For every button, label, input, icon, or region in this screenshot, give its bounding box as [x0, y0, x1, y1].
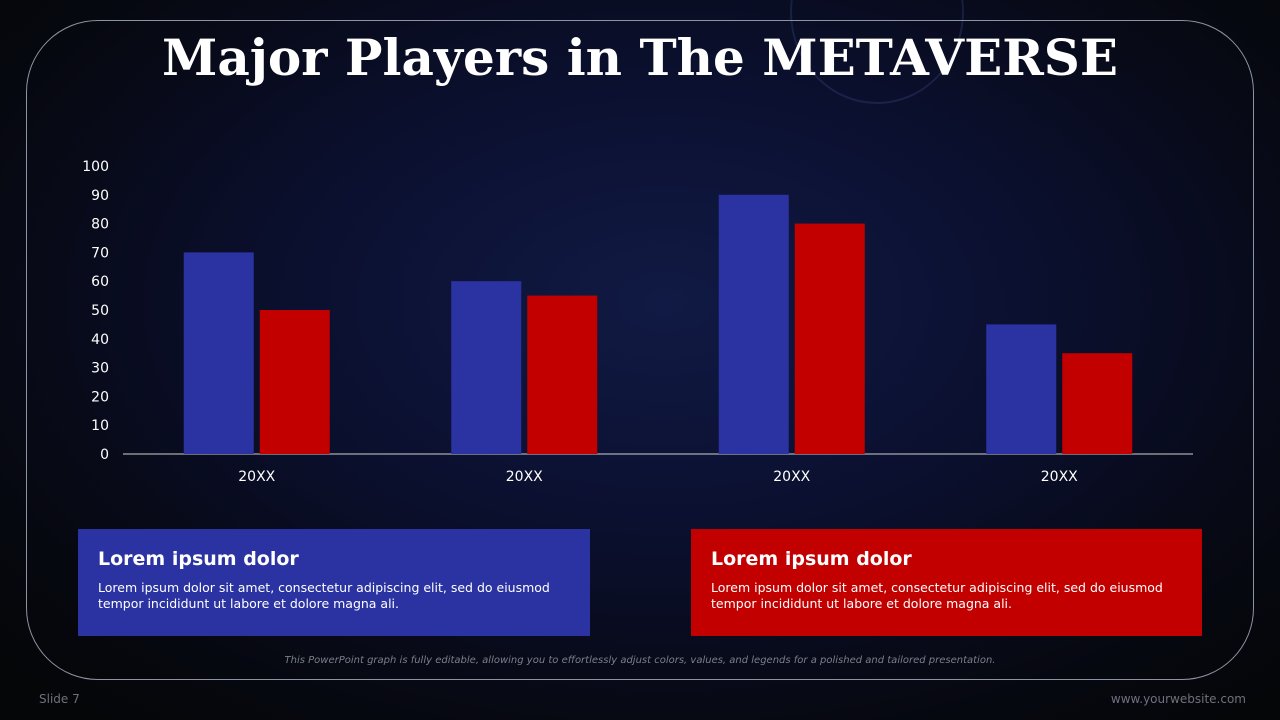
y-tick-label: 20: [91, 389, 109, 405]
y-tick-label: 30: [91, 361, 109, 377]
card-text: Lorem ipsum dolor sit amet, consectetur …: [711, 580, 1163, 611]
y-tick-label: 80: [91, 217, 109, 233]
y-tick-label: 100: [82, 159, 109, 175]
card-text: Lorem ipsum dolor sit amet, consectetur …: [98, 580, 550, 611]
card-title: Lorem ipsum dolor: [98, 548, 299, 570]
x-tick-label: 20XX: [238, 469, 275, 485]
bar-series1-4: [986, 324, 1057, 454]
y-tick-label: 60: [91, 274, 109, 290]
info-card-red: Lorem ipsum dolor Lorem ipsum dolor sit …: [691, 529, 1202, 636]
bar-series1-2: [451, 281, 522, 454]
card-title: Lorem ipsum dolor: [711, 548, 912, 570]
slide-number: Slide 7: [39, 692, 80, 706]
x-tick-label: 20XX: [1041, 469, 1078, 485]
y-tick-label: 50: [91, 303, 109, 319]
website-url: www.yourwebsite.com: [1110, 692, 1246, 706]
slide-title: Major Players in The METAVERSE: [162, 28, 1118, 87]
bar-series1-3: [718, 194, 789, 455]
bar-series2-2: [527, 295, 598, 454]
x-tick-label: 20XX: [506, 469, 543, 485]
bar-series2-4: [1062, 353, 1133, 454]
x-tick-label: 20XX: [773, 469, 810, 485]
y-tick-label: 0: [100, 447, 109, 463]
footnote: This PowerPoint graph is fully editable,…: [284, 655, 996, 666]
y-tick-label: 90: [91, 188, 109, 204]
bar-chart: 0 10 20 30 40 50 60 70 80 90 100 20XX 20XX 20XX 20XX: [82, 159, 1193, 485]
info-card-blue: Lorem ipsum dolor Lorem ipsum dolor sit …: [78, 529, 590, 636]
bar-series2-1: [259, 310, 330, 454]
bar-series1-1: [183, 252, 254, 454]
slide-frame: [26, 20, 1254, 680]
y-tick-label: 70: [91, 245, 109, 261]
bar-series2-3: [794, 223, 865, 454]
y-tick-label: 40: [91, 332, 109, 348]
y-tick-label: 10: [91, 418, 109, 434]
